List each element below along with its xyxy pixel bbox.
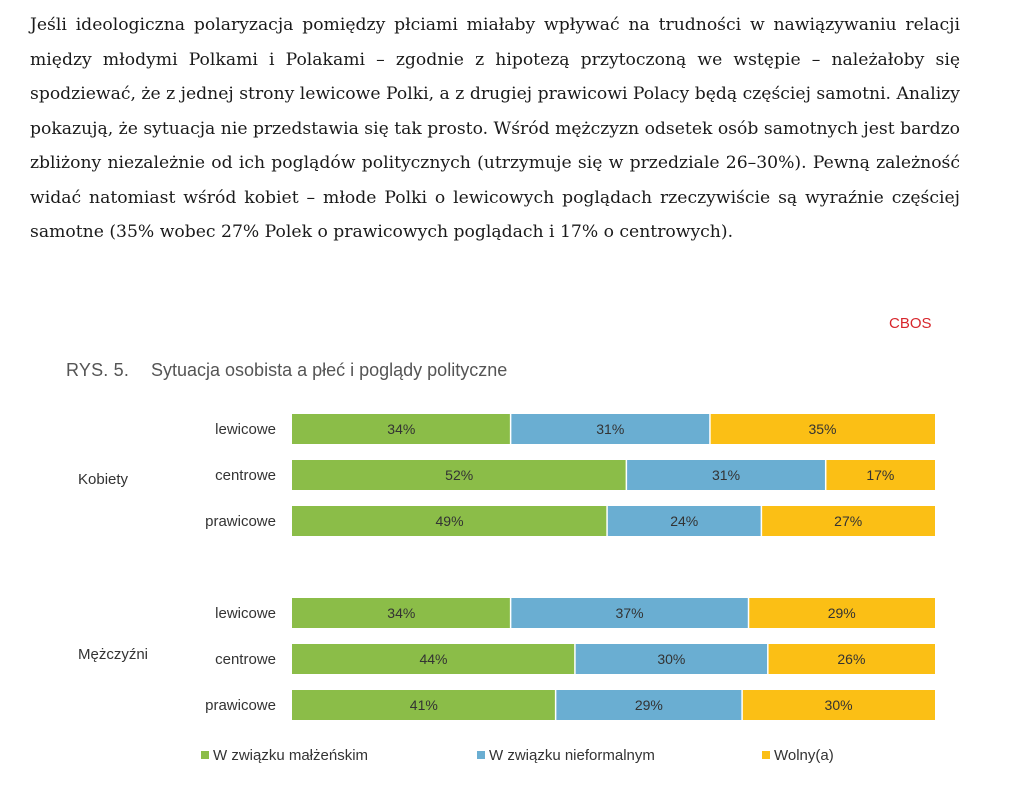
group-label: Kobiety	[78, 471, 129, 488]
bar-segment	[767, 644, 935, 674]
legend-swatch	[477, 751, 485, 759]
bar-segment	[742, 690, 935, 720]
row-label: lewicowe	[215, 421, 276, 438]
chart-title: Sytuacja osobista a płeć i poglądy polit…	[151, 360, 508, 380]
bar-segment	[761, 506, 935, 536]
data-label: 30%	[825, 697, 853, 713]
body-paragraph: Jeśli ideologiczna polaryzacja pomiędzy …	[30, 15, 960, 242]
row-label: lewicowe	[215, 605, 276, 622]
data-label: 49%	[436, 513, 464, 529]
data-label: 30%	[657, 651, 685, 667]
bar-segment	[825, 460, 935, 490]
row-label: prawicowe	[205, 513, 276, 530]
data-label: 31%	[712, 467, 740, 483]
row-label: centrowe	[215, 467, 276, 484]
bar-segment	[626, 460, 826, 490]
data-label: 34%	[387, 605, 415, 621]
bar-segment	[292, 644, 575, 674]
data-label: 26%	[837, 651, 865, 667]
bar-segment	[292, 690, 556, 720]
bar-segment	[510, 414, 710, 444]
bar-segment	[748, 598, 935, 628]
data-label: 31%	[596, 421, 624, 437]
legend-label: W związku nieformalnym	[489, 747, 655, 764]
data-label: 17%	[866, 467, 894, 483]
data-label: 44%	[419, 651, 447, 667]
source-label: CBOS	[889, 315, 932, 332]
bar-segment	[607, 506, 762, 536]
legend-label: Wolny(a)	[774, 747, 834, 764]
bar-segment	[574, 644, 768, 674]
group-label: Mężczyźni	[78, 646, 148, 663]
row-label: centrowe	[215, 651, 276, 668]
data-label: 52%	[445, 467, 473, 483]
legend-swatch	[201, 751, 209, 759]
bar-segment	[709, 414, 935, 444]
data-label: 37%	[616, 605, 644, 621]
bar-segment	[555, 690, 743, 720]
legend-swatch	[762, 751, 770, 759]
data-label: 35%	[808, 421, 836, 437]
data-label: 41%	[410, 697, 438, 713]
bar-segment	[510, 598, 749, 628]
data-label: 27%	[834, 513, 862, 529]
bar-segment	[292, 414, 511, 444]
data-label: 24%	[670, 513, 698, 529]
data-label: 34%	[387, 421, 415, 437]
data-label: 29%	[828, 605, 856, 621]
data-label: 29%	[635, 697, 663, 713]
bar-segment	[292, 598, 511, 628]
bar-segment	[292, 460, 627, 490]
legend-label: W związku małżeńskim	[213, 747, 368, 764]
bar-segment	[292, 506, 608, 536]
row-label: prawicowe	[205, 697, 276, 714]
figure-number: RYS. 5.	[66, 360, 130, 380]
